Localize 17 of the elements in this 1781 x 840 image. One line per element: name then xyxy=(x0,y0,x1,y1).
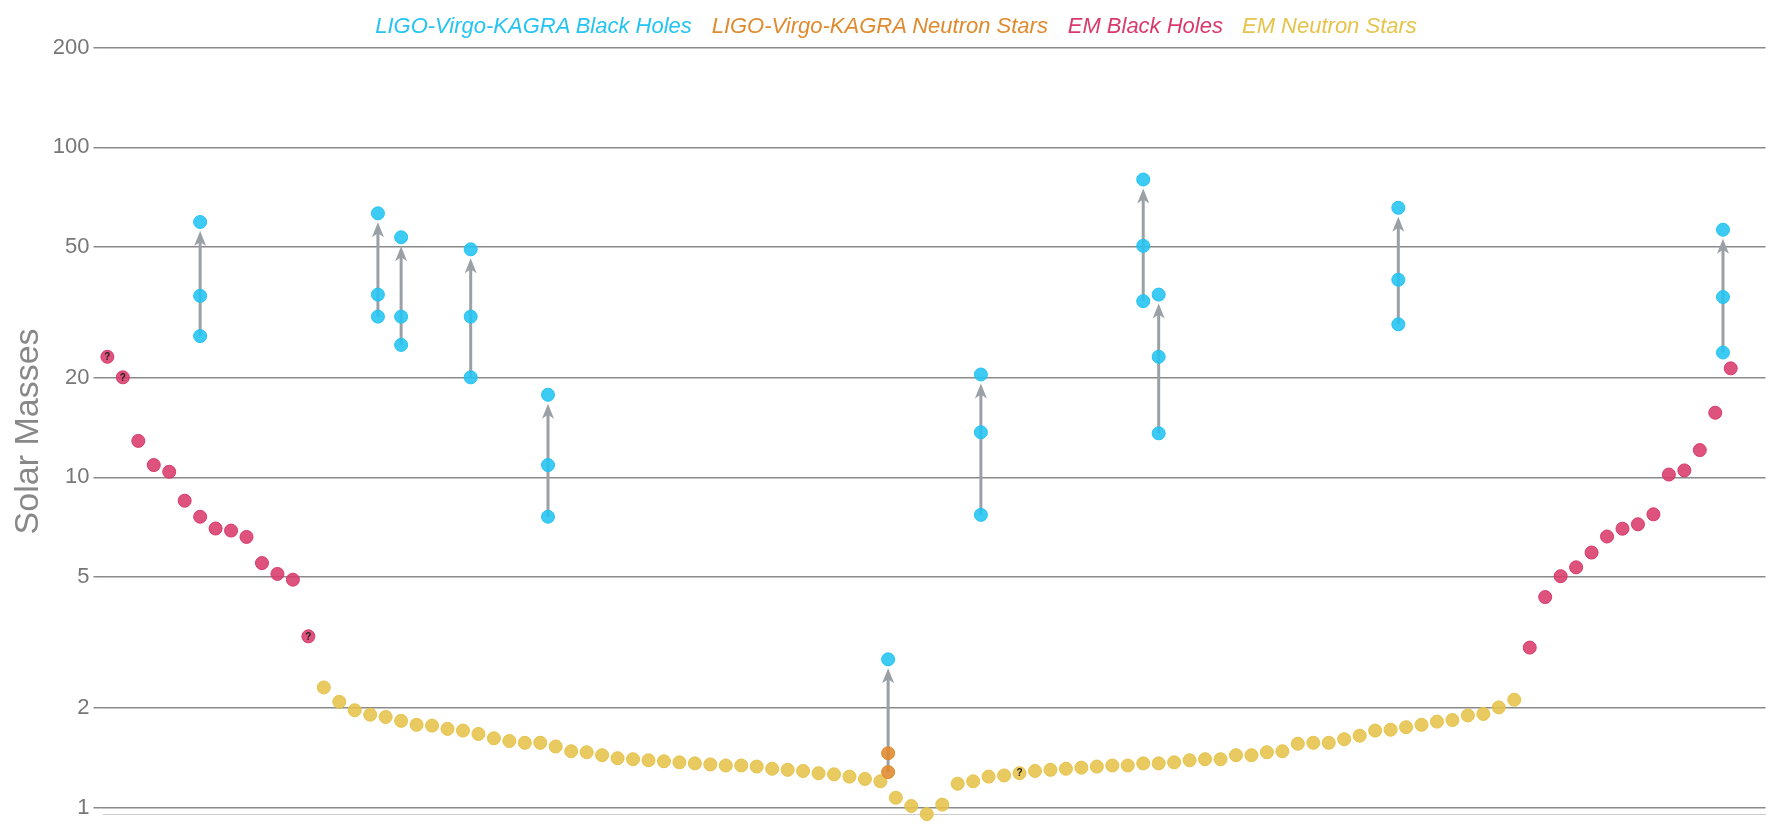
y-tick-label: 50 xyxy=(65,232,90,258)
y-axis-title: Solar Masses xyxy=(6,328,45,535)
y-tick-label: 2 xyxy=(77,694,90,720)
y-tick-label: 20 xyxy=(65,364,90,390)
data-label: ? xyxy=(1016,767,1023,779)
y-tick-label: 10 xyxy=(65,463,90,489)
data-label: ? xyxy=(104,351,111,363)
data-label: ? xyxy=(305,630,312,642)
text: LIGO-Virgo-KAGRA Black Holes xyxy=(375,13,692,39)
y-tick-label: 200 xyxy=(52,34,90,60)
y-tick-label: 1 xyxy=(77,793,90,819)
y-tick-label: 5 xyxy=(77,562,90,588)
text: EM Black Holes xyxy=(1067,13,1223,39)
text: LIGO-Virgo-KAGRA Neutron Stars xyxy=(711,13,1048,39)
data-label: ? xyxy=(119,371,126,383)
y-tick-label: 100 xyxy=(52,133,90,159)
text: EM Neutron Stars xyxy=(1241,13,1417,39)
